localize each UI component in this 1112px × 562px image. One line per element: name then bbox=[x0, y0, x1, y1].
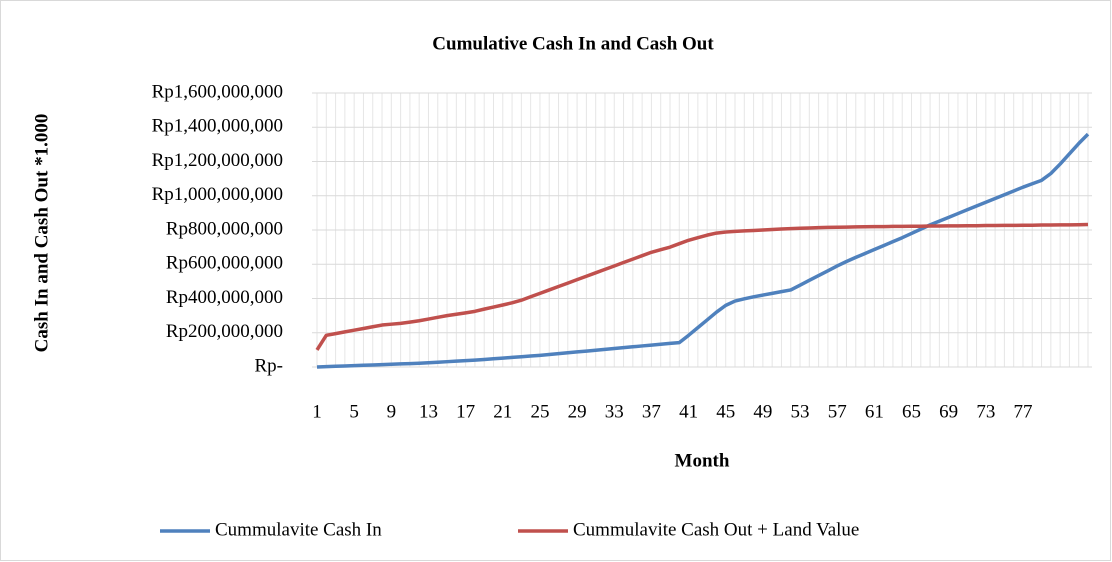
x-tick-label: 33 bbox=[605, 401, 624, 422]
x-tick-label: 61 bbox=[865, 401, 884, 422]
x-tick-label: 77 bbox=[1013, 401, 1032, 422]
x-tick-label: 25 bbox=[530, 401, 549, 422]
x-tick-label: 53 bbox=[791, 401, 810, 422]
y-tick-label: Rp800,000,000 bbox=[166, 218, 283, 239]
y-tick-label: Rp400,000,000 bbox=[166, 287, 283, 308]
y-tick-label: Rp1,200,000,000 bbox=[152, 150, 283, 171]
chart-title: Cumulative Cash In and Cash Out bbox=[432, 33, 714, 54]
legend-label: Cummulavite Cash In bbox=[215, 519, 382, 540]
x-axis-label: Month bbox=[675, 450, 730, 471]
x-tick-label: 5 bbox=[349, 401, 359, 422]
x-tick-label: 21 bbox=[493, 401, 512, 422]
y-tick-label: Rp1,600,000,000 bbox=[152, 81, 283, 102]
x-tick-label: 69 bbox=[939, 401, 958, 422]
x-tick-label: 73 bbox=[976, 401, 995, 422]
x-tick-label: 57 bbox=[828, 401, 847, 422]
legend-label: Cummulavite Cash Out + Land Value bbox=[573, 519, 859, 540]
y-tick-label: Rp1,400,000,000 bbox=[152, 116, 283, 137]
y-tick-label: Rp- bbox=[255, 355, 284, 376]
x-tick-label: 49 bbox=[753, 401, 772, 422]
y-tick-label: Rp200,000,000 bbox=[166, 321, 283, 342]
x-tick-label: 45 bbox=[716, 401, 735, 422]
x-tick-label: 65 bbox=[902, 401, 921, 422]
series-line bbox=[316, 132, 1090, 369]
x-tick-label: 9 bbox=[387, 401, 397, 422]
x-tick-label: 37 bbox=[642, 401, 661, 422]
x-tick-label: 41 bbox=[679, 401, 698, 422]
y-axis-label: Cash In and Cash Out *1.000 bbox=[31, 114, 52, 353]
y-tick-label: Rp600,000,000 bbox=[166, 253, 283, 274]
x-tick-label: 13 bbox=[419, 401, 438, 422]
x-tick-label: 1 bbox=[312, 401, 322, 422]
x-tick-label: 17 bbox=[456, 401, 475, 422]
series-line bbox=[315, 222, 1089, 351]
y-tick-label: Rp1,000,000,000 bbox=[152, 184, 283, 205]
x-tick-label: 29 bbox=[568, 401, 587, 422]
